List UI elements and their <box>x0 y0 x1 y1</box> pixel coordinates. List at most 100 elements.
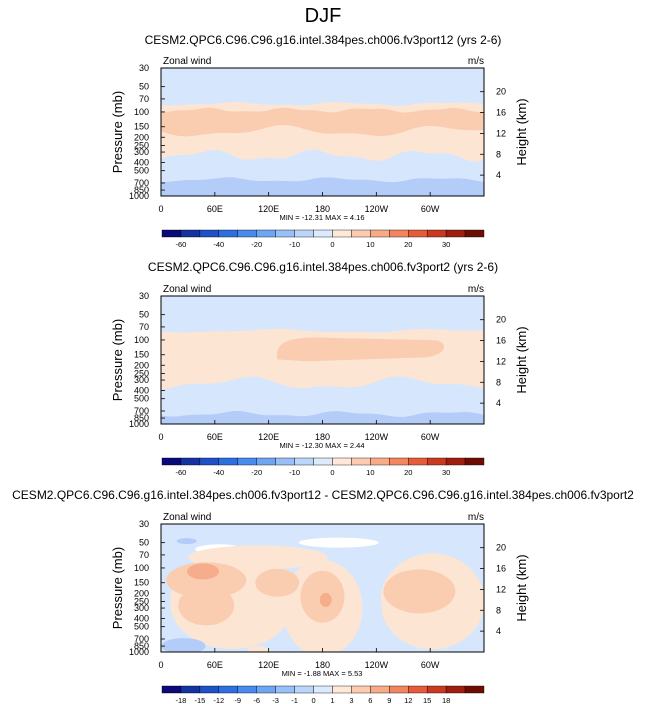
colorbar-swatch <box>464 457 485 466</box>
colorbar-label: -20 <box>251 240 262 249</box>
y2-axis-label: Height (km) <box>514 98 529 165</box>
colorbar-swatch <box>351 685 371 694</box>
pressure-tick-label: 250 <box>134 368 149 378</box>
longitude-tick-label: 0 <box>158 432 163 442</box>
field-blob-zero <box>298 537 379 548</box>
longitude-tick-label: 120W <box>365 204 389 214</box>
pressure-tick-label: 30 <box>139 63 149 73</box>
pressure-tick-label: 150 <box>134 350 149 360</box>
colorbar-swatch <box>237 685 257 694</box>
colorbar-swatch <box>313 457 333 466</box>
colorbar-swatch <box>294 457 314 466</box>
colorbar-swatch <box>408 685 428 694</box>
colorbar-swatch <box>180 685 201 694</box>
pressure-tick-label: 50 <box>139 538 149 548</box>
colorbar-label: 0 <box>330 240 334 249</box>
colorbar-swatch <box>180 457 201 466</box>
units-label: m/s <box>468 56 484 67</box>
colorbar-swatch <box>199 685 220 694</box>
colorbar-label: -12 <box>213 696 224 704</box>
colorbar-label: -60 <box>176 240 187 249</box>
colorbar-swatch <box>199 457 220 466</box>
colorbar-label: 20 <box>404 468 412 477</box>
chart-panel-2: CESM2.QPC6.C96.C96.g16.intel.384pes.ch00… <box>110 260 529 477</box>
longitude-tick-label: 60E <box>207 432 223 442</box>
colorbar-label: -40 <box>213 468 224 477</box>
pressure-tick-label: 400 <box>134 158 149 168</box>
colorbar-swatch <box>218 229 238 238</box>
pressure-tick-label: 700 <box>134 406 149 416</box>
colorbar-swatch <box>332 457 352 466</box>
height-tick-label: 16 <box>496 564 506 574</box>
field-blob-positive <box>255 568 300 597</box>
units-label: m/s <box>468 284 484 295</box>
longitude-tick-label: 60W <box>421 204 440 214</box>
pressure-tick-label: 700 <box>134 178 149 188</box>
pressure-tick-label: 200 <box>134 132 149 142</box>
pressure-tick-label: 70 <box>139 550 149 560</box>
colorbar-swatch <box>256 229 276 238</box>
colorbar-swatch <box>237 229 257 238</box>
colorbar-swatch <box>408 229 428 238</box>
longitude-tick-label: 120E <box>258 432 279 442</box>
colorbar-swatch <box>370 685 390 694</box>
height-tick-label: 8 <box>496 149 501 159</box>
colorbar-swatch <box>161 457 182 466</box>
colorbar-label: -6 <box>253 696 260 704</box>
pressure-tick-label: 700 <box>134 634 149 644</box>
pressure-tick-label: 70 <box>139 322 149 332</box>
colorbar-label: 10 <box>366 240 374 249</box>
colorbar-label: -15 <box>194 696 205 704</box>
colorbar-swatch <box>389 229 409 238</box>
y2-axis-label: Height (km) <box>514 326 529 393</box>
height-tick-label: 20 <box>496 315 506 325</box>
pressure-tick-label: 300 <box>134 375 149 385</box>
colorbar-label: -18 <box>176 696 187 704</box>
panel-title: CESM2.QPC6.C96.C96.g16.intel.384pes.ch00… <box>148 260 498 274</box>
panel-field <box>161 68 484 196</box>
pressure-tick-label: 150 <box>134 122 149 132</box>
colorbar-swatch <box>313 685 333 694</box>
field-band-positive-jet <box>276 337 445 362</box>
chart-panel-3: CESM2.QPC6.C96.C96.g16.intel.384pes.ch00… <box>12 488 634 704</box>
panels-container: CESM2.QPC6.C96.C96.g16.intel.384pes.ch00… <box>12 33 634 704</box>
colorbar-swatch <box>426 685 447 694</box>
pressure-tick-label: 100 <box>134 563 149 573</box>
colorbar-label: -9 <box>234 696 241 704</box>
colorbar-swatch <box>237 457 257 466</box>
colorbar-label: 0 <box>330 468 334 477</box>
longitude-tick-label: 120W <box>365 660 389 670</box>
longitude-tick-label: 60E <box>207 660 223 670</box>
pressure-tick-label: 50 <box>139 310 149 320</box>
colorbar-swatch <box>389 685 409 694</box>
longitude-tick-label: 0 <box>158 204 163 214</box>
colorbar-label: -10 <box>289 240 300 249</box>
longitude-tick-label: 120E <box>258 660 279 670</box>
pressure-tick-label: 50 <box>139 82 149 92</box>
y-axis-label: Pressure (mb) <box>110 319 125 401</box>
field-blob-positive <box>166 562 247 599</box>
colorbar-swatch <box>199 229 220 238</box>
variable-label: Zonal wind <box>163 56 211 67</box>
pressure-tick-label: 200 <box>134 360 149 370</box>
colorbar-swatch <box>218 457 238 466</box>
colorbar-swatch <box>180 229 201 238</box>
pressure-tick-label: 400 <box>134 614 149 624</box>
field-blob-negative <box>176 538 197 545</box>
field-blob-positive-strong <box>319 592 332 607</box>
colorbar-swatch <box>408 457 428 466</box>
colorbar-label: -3 <box>272 696 279 704</box>
colorbar-label: 0 <box>311 696 315 704</box>
pressure-tick-label: 100 <box>134 107 149 117</box>
longitude-tick-label: 120W <box>365 432 389 442</box>
height-tick-label: 4 <box>496 626 501 636</box>
colorbar-label: -60 <box>176 468 187 477</box>
field-blob-positive <box>383 569 456 614</box>
colorbar-swatch <box>275 229 295 238</box>
colorbar-label: 9 <box>387 696 391 704</box>
colorbar-swatch <box>332 685 352 694</box>
height-tick-label: 12 <box>496 128 506 138</box>
colorbar-swatch <box>294 685 314 694</box>
colorbar-label: 6 <box>368 696 372 704</box>
